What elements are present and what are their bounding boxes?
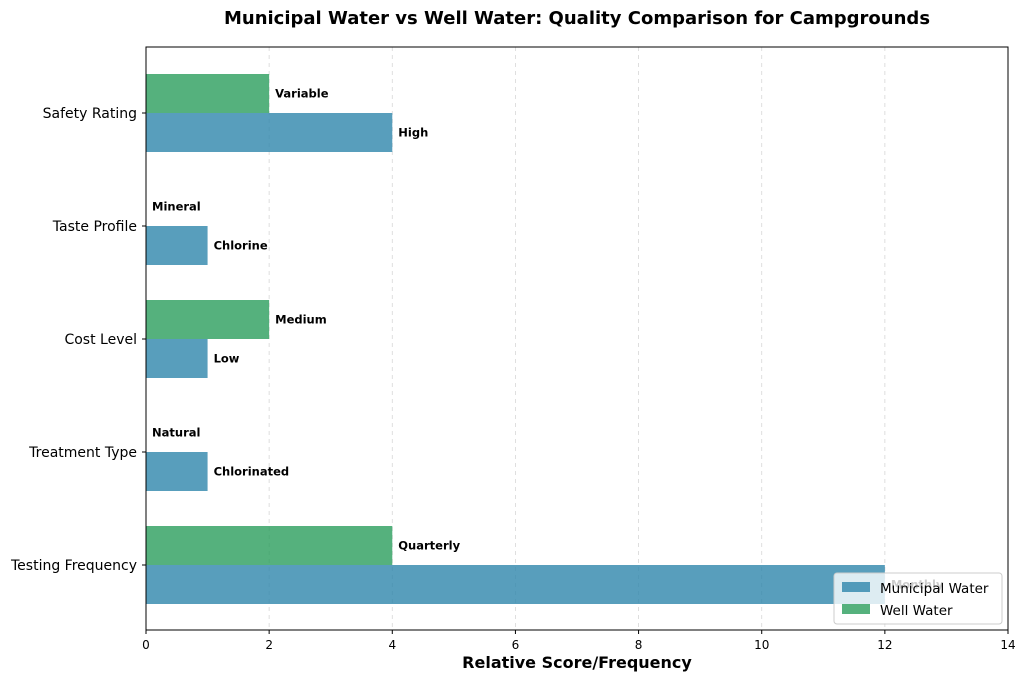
chart-title: Municipal Water vs Well Water: Quality C… xyxy=(224,8,930,29)
bar-well-0 xyxy=(146,74,270,113)
bar-label-municipal-1: Chlorine xyxy=(214,239,268,253)
bar-label-well-0: Variable xyxy=(275,87,329,101)
bar-municipal-1 xyxy=(146,226,208,265)
legend-box xyxy=(833,572,1003,625)
y-tick-label-4: Testing Frequency xyxy=(10,558,137,574)
x-tick-label-12: 12 xyxy=(877,638,892,652)
x-tick-label-10: 10 xyxy=(754,638,769,652)
bar-municipal-4 xyxy=(146,565,885,604)
bar-label-municipal-3: Chlorinated xyxy=(214,465,290,479)
bar-municipal-3 xyxy=(146,452,208,491)
x-tick-label-6: 6 xyxy=(512,638,520,652)
y-tick-label-2: Cost Level xyxy=(64,332,137,348)
legend: Municipal Water Well Water xyxy=(833,572,1003,625)
bar-well-4 xyxy=(146,526,393,565)
bar-label-municipal-0: High xyxy=(398,126,428,140)
bars xyxy=(146,74,885,604)
y-axis: Safety Rating Taste Profile Cost Level Trea… xyxy=(10,106,146,574)
legend-swatch-municipal xyxy=(842,582,870,592)
x-tick-label-2: 2 xyxy=(265,638,273,652)
legend-swatch-well xyxy=(842,604,870,614)
bar-label-well-2: Medium xyxy=(275,313,327,327)
bar-label-well-1: Mineral xyxy=(152,200,201,214)
bar-well-2 xyxy=(146,300,270,339)
bar-municipal-2 xyxy=(146,339,208,378)
bar-labels: HighChlorineLowChlorinatedMonthlyVariabl… xyxy=(152,87,944,592)
legend-label-well: Well Water xyxy=(880,603,953,619)
bar-label-municipal-2: Low xyxy=(214,352,240,366)
bar-municipal-0 xyxy=(146,113,393,152)
x-tick-label-0: 0 xyxy=(142,638,150,652)
y-tick-label-3: Treatment Type xyxy=(28,445,137,461)
bar-label-well-3: Natural xyxy=(152,426,200,440)
x-axis: 0 2 4 6 8 10 12 14 xyxy=(142,630,1016,652)
x-tick-label-4: 4 xyxy=(388,638,396,652)
x-axis-label: Relative Score/Frequency xyxy=(462,653,692,672)
x-tick-label-14: 14 xyxy=(1000,638,1015,652)
y-tick-label-1: Taste Profile xyxy=(52,219,137,235)
y-tick-label-0: Safety Rating xyxy=(43,106,137,122)
bar-label-well-4: Quarterly xyxy=(398,539,460,553)
legend-label-municipal: Municipal Water xyxy=(880,581,989,597)
x-tick-label-8: 8 xyxy=(635,638,643,652)
